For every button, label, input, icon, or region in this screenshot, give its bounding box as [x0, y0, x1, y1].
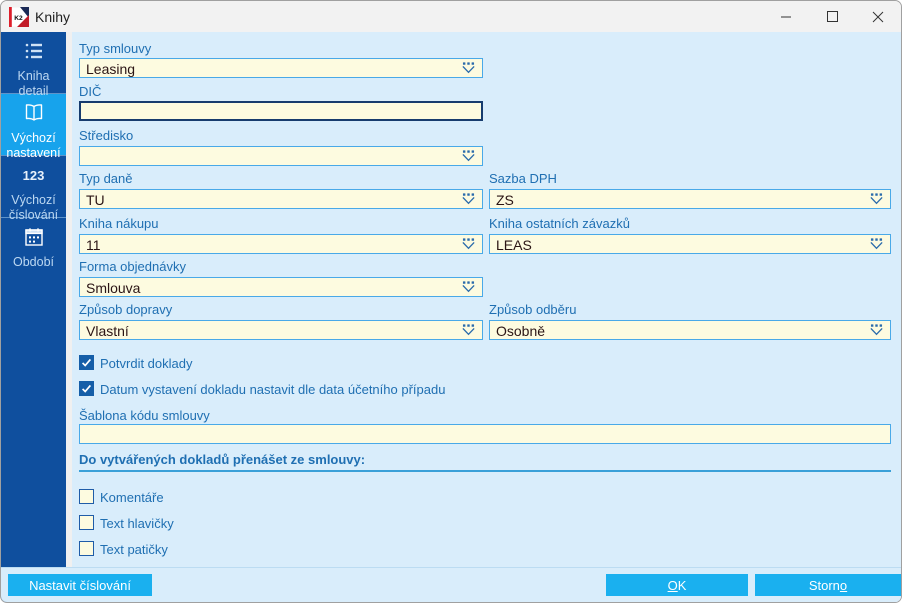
svg-text:K2: K2: [14, 15, 23, 22]
